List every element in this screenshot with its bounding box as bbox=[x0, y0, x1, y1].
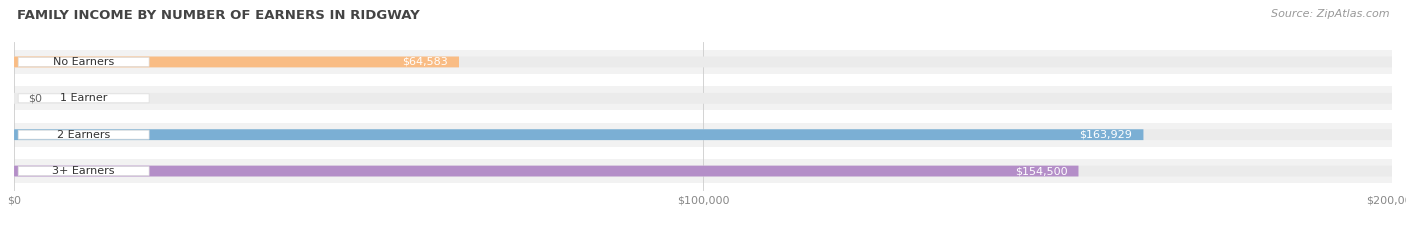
Text: $64,583: $64,583 bbox=[402, 57, 449, 67]
Text: $0: $0 bbox=[28, 93, 42, 103]
Text: $163,929: $163,929 bbox=[1080, 130, 1132, 140]
Text: 3+ Earners: 3+ Earners bbox=[52, 166, 115, 176]
FancyBboxPatch shape bbox=[18, 167, 149, 175]
Text: No Earners: No Earners bbox=[53, 57, 114, 67]
Text: 1 Earner: 1 Earner bbox=[60, 93, 107, 103]
FancyBboxPatch shape bbox=[14, 129, 1392, 140]
Text: FAMILY INCOME BY NUMBER OF EARNERS IN RIDGWAY: FAMILY INCOME BY NUMBER OF EARNERS IN RI… bbox=[17, 9, 419, 22]
Bar bbox=[14, 50, 1392, 74]
Bar bbox=[14, 123, 1392, 147]
FancyBboxPatch shape bbox=[14, 57, 1392, 67]
FancyBboxPatch shape bbox=[14, 166, 1078, 176]
Bar bbox=[14, 159, 1392, 183]
Text: $154,500: $154,500 bbox=[1015, 166, 1067, 176]
FancyBboxPatch shape bbox=[18, 130, 149, 139]
Bar bbox=[14, 86, 1392, 110]
Text: Source: ZipAtlas.com: Source: ZipAtlas.com bbox=[1271, 9, 1389, 19]
FancyBboxPatch shape bbox=[14, 166, 1392, 176]
FancyBboxPatch shape bbox=[14, 93, 1392, 104]
FancyBboxPatch shape bbox=[18, 94, 149, 103]
FancyBboxPatch shape bbox=[14, 57, 458, 67]
FancyBboxPatch shape bbox=[14, 129, 1143, 140]
FancyBboxPatch shape bbox=[18, 58, 149, 66]
Text: 2 Earners: 2 Earners bbox=[58, 130, 110, 140]
